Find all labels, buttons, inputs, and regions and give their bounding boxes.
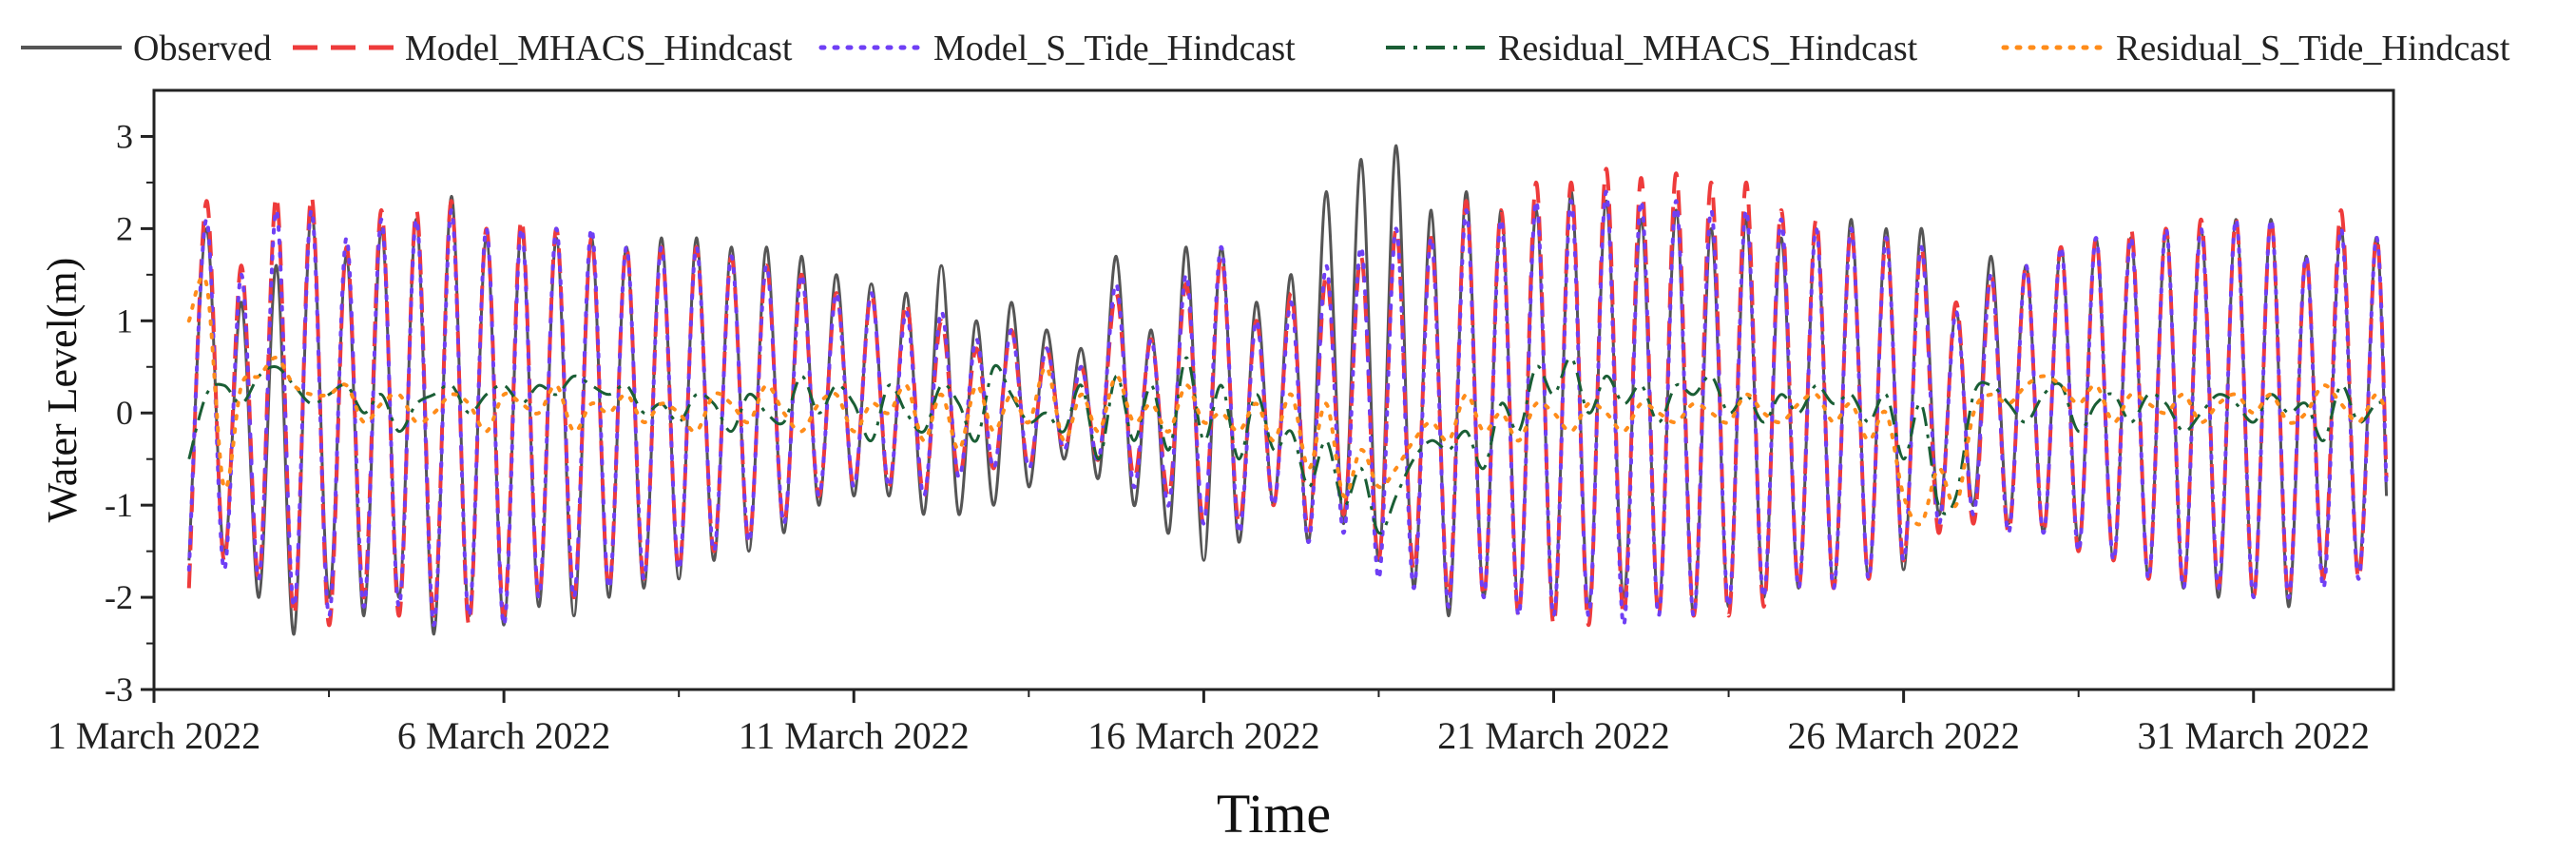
legend-label: Model_MHACS_Hindcast	[405, 29, 793, 68]
y-tick-label: 3	[116, 117, 133, 155]
legend-label: Observed	[133, 29, 272, 68]
plot-frame	[152, 88, 2395, 691]
x-tick-label: 26 March 2022	[1787, 714, 2019, 757]
chart-legend: Observed Model_MHACS_Hindcast Model_S_Tide…	[21, 29, 2510, 68]
series-layer	[186, 144, 2389, 636]
y-tick-label: -1	[105, 486, 133, 524]
x-tick-label: 6 March 2022	[397, 714, 610, 757]
x-tick-label: 11 March 2022	[739, 714, 970, 757]
y-axis: -3 -2 -1 0 1 2 3	[105, 117, 154, 709]
y-tick-label: -3	[105, 670, 133, 709]
y-tick-label: 2	[116, 209, 133, 247]
legend-label: Residual_S_Tide_Hindcast	[2116, 29, 2510, 68]
x-tick-label: 16 March 2022	[1087, 714, 1319, 757]
y-tick-label: -2	[105, 578, 133, 616]
y-axis-title: Water Level(m)	[39, 258, 86, 523]
series-line-model-s-tide-hindcast	[186, 189, 2389, 628]
x-axis-title: Time	[1217, 783, 1331, 845]
legend-label: Model_S_Tide_Hindcast	[933, 29, 1296, 68]
x-tick-label: 31 March 2022	[2138, 714, 2370, 757]
y-tick-label: 1	[116, 301, 133, 340]
series-line-residual-s-tide-hindcast	[186, 274, 2389, 527]
y-tick-label: 0	[116, 394, 133, 432]
legend-label: Residual_MHACS_Hindcast	[1498, 29, 1918, 68]
x-tick-label: 1 March 2022	[48, 714, 260, 757]
series-line-residual-mhacs-hindcast	[187, 356, 2387, 534]
x-axis: 1 March 2022 6 March 2022 11 March 2022 16 …	[48, 690, 2370, 757]
x-tick-label: 21 March 2022	[1437, 714, 1669, 757]
